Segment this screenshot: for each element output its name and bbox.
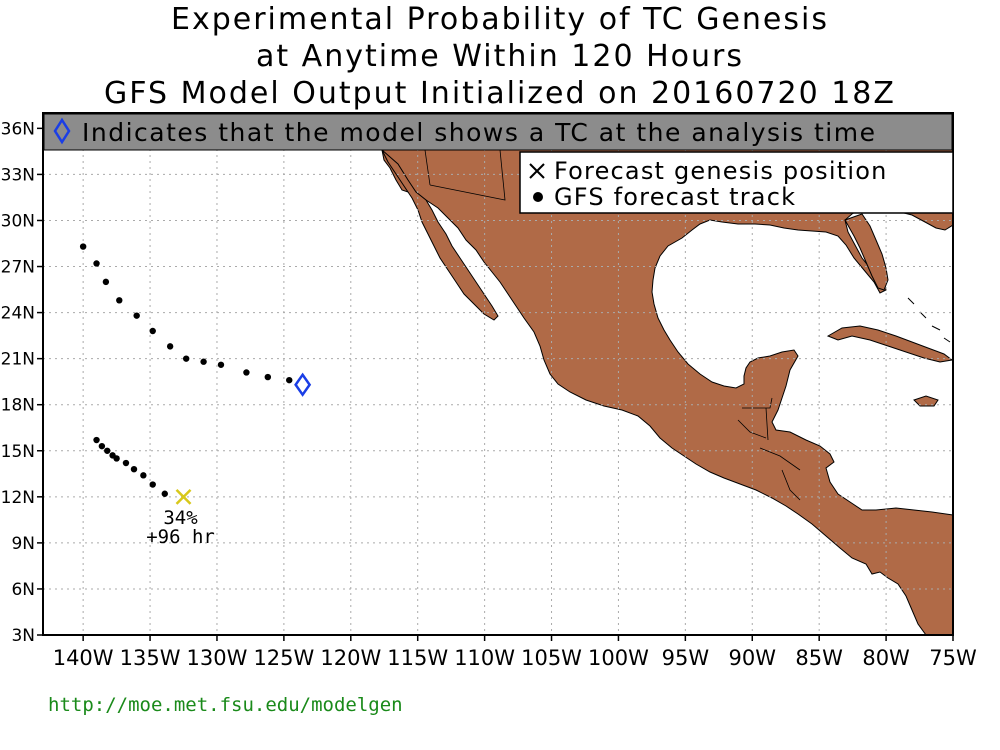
track-point: [149, 481, 156, 488]
lat-tick-label: 3N: [11, 626, 35, 646]
lat-tick-label: 6N: [11, 580, 35, 600]
legend-genesis-label: Forecast genesis position: [554, 157, 888, 185]
legend-track-label: GFS forecast track: [554, 183, 796, 211]
analysis-tc-diamond-icon: [294, 372, 312, 397]
graticule: [43, 113, 953, 635]
analysis-banner-text: Indicates that the model shows a TC at t…: [82, 118, 877, 147]
map-title-line-2: at Anytime Within 120 Hours: [256, 39, 744, 74]
track-point: [161, 490, 168, 497]
track-point: [133, 312, 140, 319]
track-point: [104, 447, 111, 454]
land-florida: [844, 213, 889, 291]
lat-tick-label: 30N: [1, 211, 35, 231]
analysis-banner: [43, 113, 953, 151]
axis-ticks: 3N 6N 9N 12N 15N 18N 21N 24N 27N 30N 33N 36N 140W 135…: [1, 119, 977, 670]
lon-tick-label: 130W: [187, 646, 248, 670]
track-point: [217, 361, 225, 368]
lat-tick-label: 24N: [1, 304, 35, 324]
track-point: [93, 260, 100, 267]
country-borders: [424, 149, 801, 501]
land-north-america: [381, 149, 953, 635]
track-point: [79, 243, 87, 250]
lat-tick-label: 9N: [11, 534, 35, 554]
lon-tick-label: 120W: [320, 646, 381, 670]
track-point: [102, 278, 110, 286]
x-mark-icon: [529, 163, 545, 179]
lon-tick-label: 100W: [588, 646, 649, 670]
lon-tick-label: 75W: [929, 646, 977, 670]
lat-tick-label: 33N: [1, 165, 35, 185]
track-point: [116, 297, 123, 304]
map-frame: [42, 112, 954, 636]
track-point: [109, 452, 116, 459]
track-point: [122, 459, 130, 467]
lon-tick-label: 140W: [53, 646, 114, 670]
lat-tick-label: 15N: [1, 442, 35, 462]
lon-tick-label: 80W: [862, 646, 910, 670]
track-point: [286, 376, 293, 384]
track-point: [149, 327, 156, 335]
genesis-lead-time-label: +96 hr: [146, 526, 215, 548]
lon-tick-label: 85W: [795, 646, 843, 670]
lat-tick-label: 12N: [1, 488, 35, 508]
lat-tick-label: 18N: [1, 396, 35, 416]
lon-tick-label: 90W: [729, 646, 777, 670]
lon-tick-label: 110W: [454, 646, 515, 670]
legend-box: [519, 151, 954, 214]
lon-tick-label: 135W: [120, 646, 181, 670]
genesis-x-mark-icon: [175, 488, 192, 505]
track-point: [182, 355, 190, 362]
track-point: [93, 436, 100, 444]
lat-tick-label: 27N: [1, 258, 35, 278]
blue-diamond-icon: [53, 117, 71, 145]
lon-tick-label: 115W: [387, 646, 448, 670]
track-point: [243, 369, 250, 376]
lon-tick-label: 105W: [521, 646, 582, 670]
track-point: [264, 373, 272, 381]
genesis-probability-label: 34%: [163, 507, 198, 529]
land-bahamas: [907, 297, 951, 343]
forecast-tracks: 34%+96 hr: [79, 243, 312, 548]
lat-tick-label: 36N: [1, 119, 35, 139]
track-point: [140, 472, 147, 479]
track-point: [98, 442, 106, 450]
lon-tick-label: 125W: [253, 646, 314, 670]
lat-tick-label: 21N: [1, 350, 35, 370]
track-point: [166, 343, 174, 350]
footer-url-link[interactable]: http://moe.met.fsu.edu/modelgen: [48, 694, 403, 716]
land-layer: [381, 149, 953, 635]
lon-tick-label: 95W: [662, 646, 710, 670]
dot-icon: [533, 192, 543, 202]
map-title-line-3: GFS Model Output Initialized on 20160720…: [104, 76, 896, 111]
track-point: [130, 465, 138, 473]
map-title-line-1: Experimental Probability of TC Genesis: [171, 2, 829, 37]
track-point: [200, 358, 207, 365]
